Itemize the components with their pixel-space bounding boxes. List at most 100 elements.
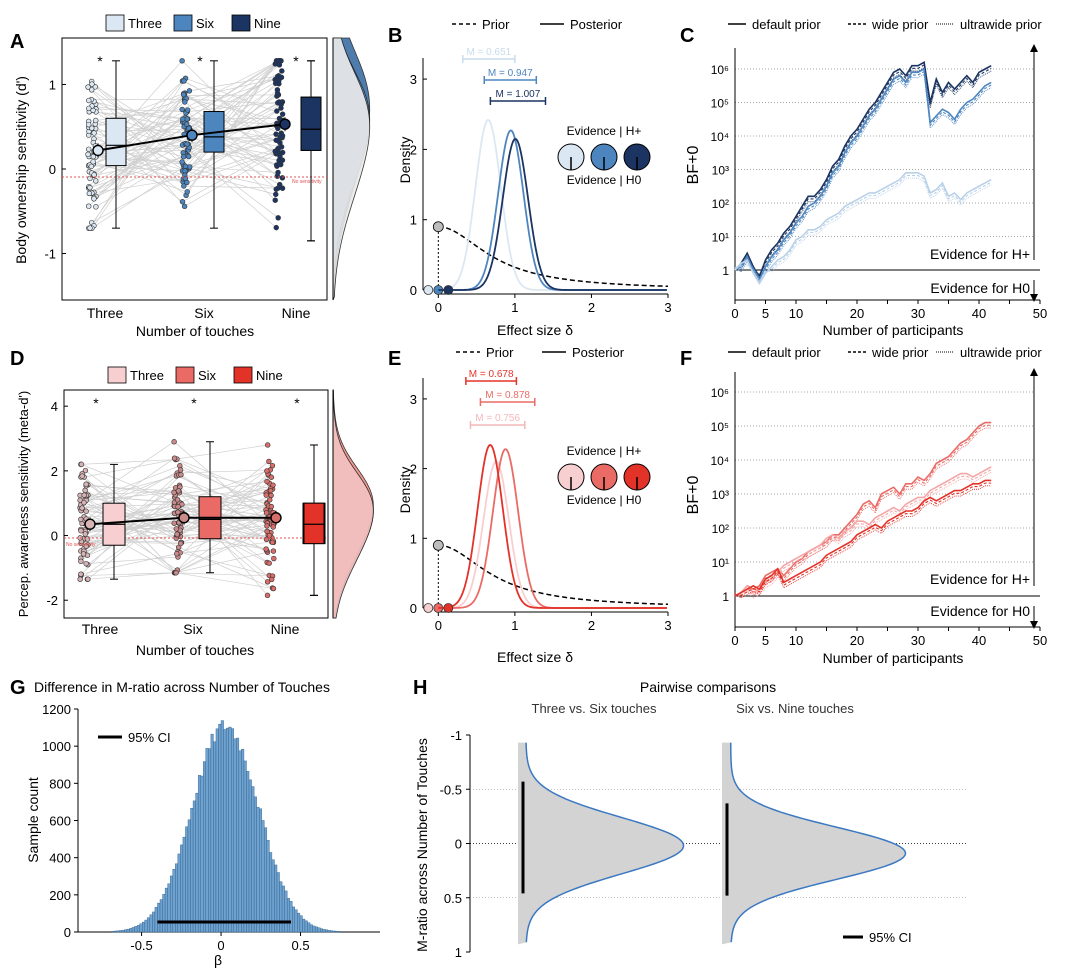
subject-dot: [77, 497, 83, 503]
histogram-bar: [126, 928, 130, 933]
subject-dot: [80, 551, 87, 557]
subject-dot: [270, 585, 277, 592]
no-sensitivity-label-a: No sensitivity: [292, 179, 322, 185]
subject-dot: [274, 108, 280, 114]
histogram-bar: [289, 901, 293, 933]
subject-dot: [180, 91, 187, 98]
y-tick-label: 10⁶: [711, 63, 729, 77]
histogram-bar: [139, 923, 143, 933]
subject-dot: [83, 481, 89, 487]
subject-dot: [279, 185, 286, 191]
density-ridge-d: [303, 389, 374, 619]
y-tick-label: 10⁴: [710, 454, 729, 468]
x-tick-label: 40: [972, 306, 986, 321]
subject-dot: [86, 190, 93, 197]
subject-dot: [264, 579, 271, 585]
legend-ultrawide-c: ultrawide prior: [960, 17, 1042, 32]
histogram-bar: [248, 779, 252, 933]
histogram-bar: [203, 761, 206, 933]
y-axis-label-b: Density: [397, 137, 413, 184]
subject-dot: [266, 458, 272, 465]
significance-star: *: [197, 53, 203, 69]
legend-posterior-e: Posterior: [572, 345, 625, 360]
mean-marker: [92, 144, 104, 157]
x-axis-label-b: Effect size δ: [497, 322, 573, 338]
y-tick-label: 10⁴: [710, 130, 729, 144]
density-ridge-a: [300, 37, 371, 301]
histogram-bar: [228, 726, 232, 933]
subject-dot: [181, 78, 187, 84]
histogram-bar: [124, 929, 128, 933]
y-tick-label: 1: [49, 77, 56, 92]
histogram-bar: [223, 729, 227, 933]
x-tick-six-d: Six: [183, 621, 202, 637]
summary-box: [303, 502, 325, 545]
subject-dot: [86, 203, 92, 209]
bf-series-line: [734, 70, 992, 280]
y-tick-label: 0: [51, 529, 58, 544]
legend-swatch-nine: [231, 14, 251, 32]
panel-label-e: E: [388, 348, 401, 370]
subject-dot: [184, 141, 190, 147]
subject-dot: [279, 68, 285, 74]
subject-dot: [179, 106, 185, 113]
subject-dot: [78, 528, 84, 534]
histogram-bar: [147, 917, 151, 933]
subject-dot: [184, 189, 190, 195]
subject-dot: [186, 88, 193, 94]
histogram-bar: [236, 737, 240, 933]
panel-a: A Three Six Nine No sensitivity * * * -1 0 1…: [10, 14, 371, 339]
y-tick-label: 3: [410, 72, 417, 87]
y-tick-label: 1: [722, 590, 729, 604]
histogram-bar: [312, 925, 316, 933]
mean-marker: [84, 518, 96, 530]
posterior-zero-dot: [443, 285, 454, 295]
subject-dot: [87, 225, 93, 231]
x-axis-label-c: Number of participants: [823, 322, 964, 338]
x-tick-label: 0: [217, 938, 224, 953]
subject-dot: [175, 488, 182, 494]
bf-plot-f: 1 10¹ 10² 10³ 10⁴ 10⁵ 10⁶ 0 5 10 20 30 40 50: [710, 368, 1047, 648]
histogram-bar: [264, 827, 268, 933]
subject-dot: [270, 524, 276, 530]
histogram-bar: [205, 748, 209, 933]
histogram-bar: [304, 920, 308, 933]
subject-dot: [273, 137, 279, 143]
violin-body: [518, 742, 684, 945]
x-tick-label: 10: [789, 633, 803, 648]
panel-label-h: H: [413, 677, 427, 699]
histogram-bar: [337, 931, 341, 933]
histogram-bar: [144, 919, 148, 933]
histogram-bar: [131, 927, 135, 933]
legend-ci-h: 95% CI: [869, 930, 912, 945]
y-tick-label: -1: [44, 247, 56, 262]
subject-dot: [86, 121, 92, 128]
bf-series-line: [734, 174, 992, 284]
y-tick-label: 10²: [712, 522, 729, 536]
subject-dot: [279, 133, 286, 139]
x-tick-three-a: Three: [87, 305, 124, 321]
subject-dot: [86, 97, 92, 104]
legend-label-six-d: Six: [198, 368, 217, 383]
significance-star: *: [294, 395, 300, 411]
x-tick-label: 0: [435, 618, 442, 633]
subject-dot: [83, 508, 89, 514]
box: [105, 117, 127, 167]
y-tick-label: 0.5: [444, 891, 462, 906]
subject-dot: [269, 462, 276, 469]
y-tick-label: 0: [455, 837, 462, 852]
ridge-density: [332, 389, 374, 619]
subject-dot: [85, 84, 91, 90]
x-tick-label: 5: [762, 306, 769, 321]
legend-label-six: Six: [196, 16, 215, 31]
subject-dot: [181, 183, 187, 189]
legend-label-nine: Nine: [254, 16, 281, 31]
subject-dot: [173, 526, 180, 532]
histogram-bar: [129, 928, 133, 933]
subject-dot: [83, 543, 89, 549]
histogram-bar: [192, 800, 196, 933]
y-axis-label-h: M-ratio across Number of Touches: [414, 738, 430, 952]
x-tick-nine-d: Nine: [271, 621, 300, 637]
x-tick-label: 40: [972, 633, 986, 648]
x-tick-label: 50: [1033, 633, 1047, 648]
